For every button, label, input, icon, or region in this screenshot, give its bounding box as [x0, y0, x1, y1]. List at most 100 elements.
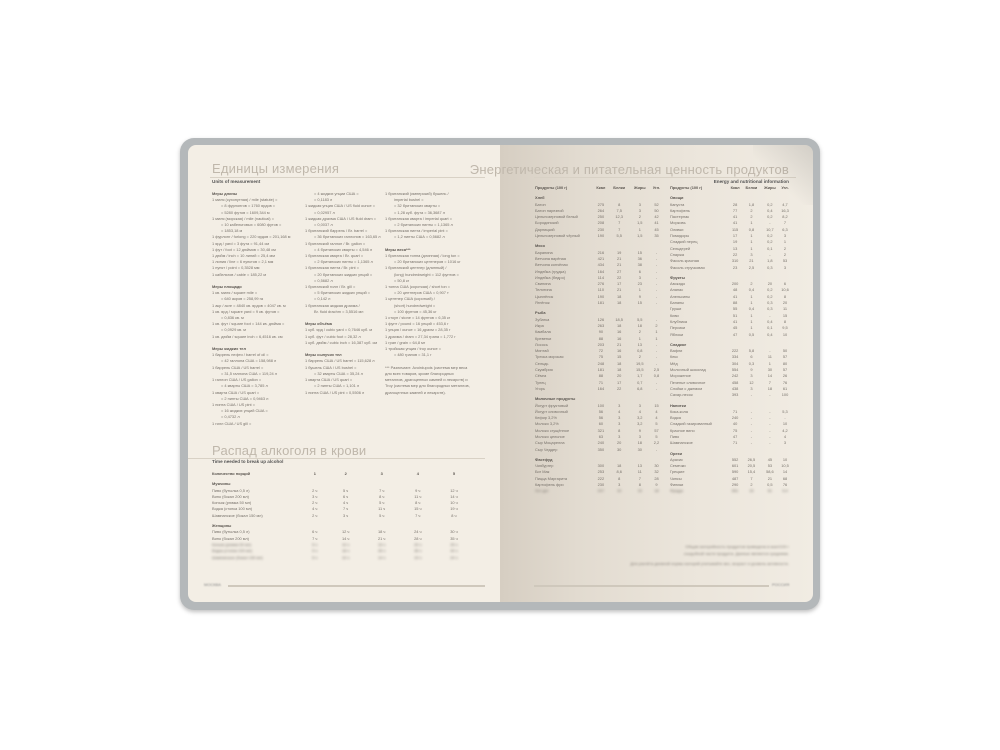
value-cell: - — [655, 446, 658, 452]
value-cell: 16 — [617, 348, 622, 354]
food-row: Батон 275 8 3 52 — [535, 202, 663, 208]
food-name: Камбала — [535, 329, 551, 335]
column-header: 3 — [380, 471, 383, 476]
hours-cell: 7 ч — [415, 512, 421, 518]
value-cell: 1 — [750, 312, 753, 318]
unit-line: 1 кв. фут / square foot = 144 кв. дюйма … — [212, 321, 285, 327]
value-cell: - — [655, 268, 658, 274]
group-row: Мужчины — [212, 477, 472, 487]
value-cell: 3 — [618, 402, 621, 408]
hours-cell: 28 ч — [414, 535, 422, 541]
value-cell: 10,5 — [781, 463, 789, 469]
value-cell: 230 — [597, 226, 605, 232]
unit-line: 1 галлон США / US gallon = — [212, 377, 262, 383]
units-title: Единицы измерения — [212, 161, 340, 176]
column-header: Жиры — [764, 185, 776, 190]
value-cell: 0,3 — [748, 360, 755, 366]
food-name: Бананы — [670, 300, 684, 306]
unit-line: = 1,2 пинты США = 0,5682 л — [394, 234, 445, 240]
value-cell: 11 — [637, 469, 642, 475]
value-cell: 20 — [782, 300, 788, 306]
food-row: Печенье сливочное 458 12 7 76 — [670, 380, 791, 386]
footer-rule — [228, 585, 485, 587]
food-name: Индейка (грудка) — [535, 268, 566, 274]
value-cell: 3 — [618, 482, 621, 488]
value-cell: 1 — [655, 335, 658, 341]
value-cell: 253 — [597, 469, 605, 475]
value-cell: 290 — [731, 482, 739, 488]
value-cell: 0,4 — [767, 331, 773, 337]
unit-line: = 4 жидких унции США = — [314, 191, 359, 196]
food-row: Баранина 216 19 15 - — [535, 250, 663, 256]
drink-cell: Пиво (бутылка 0,5 л) — [212, 487, 250, 493]
value-cell: 1 — [768, 360, 771, 366]
food-row: Сыр Чеддер 350 30 30 - — [535, 447, 663, 453]
food-name: Мороженое — [670, 373, 691, 379]
value-cell: 487 — [731, 475, 739, 481]
value-cell: 18 — [637, 322, 642, 328]
value-cell: - — [769, 415, 771, 421]
value-cell: 1 — [750, 239, 753, 245]
hours-cell: 7 ч — [379, 487, 385, 493]
value-cell: 3 — [783, 440, 787, 446]
food-row: Помидоры 17 1 0,2 3 — [670, 233, 791, 239]
food-name: Ветчина варёная — [535, 255, 566, 261]
value-cell: 15 — [637, 300, 642, 306]
value-cell: 71 — [732, 440, 738, 446]
food-name: Клубника — [670, 318, 688, 324]
value-cell: 304 — [731, 360, 739, 366]
left-page: Единицы измерения Units of measurement М… — [188, 145, 500, 602]
value-cell: 208 — [597, 220, 605, 226]
value-cell: 2 — [750, 214, 753, 220]
value-cell: 57 — [782, 367, 788, 373]
food-name: Треска морская — [535, 354, 564, 360]
value-cell: 2 — [655, 322, 658, 328]
value-cell: 19 — [732, 239, 738, 245]
food-row: Картофель фри 230 3 8 9 — [535, 482, 663, 488]
value-cell: 21 — [617, 287, 622, 293]
food-name: Водка — [670, 415, 681, 421]
value-cell: 2 — [783, 245, 787, 251]
food-row: Цельнозерновой чёрный 190 5,5 1,5 35 — [535, 233, 663, 239]
alcohol-subtitle: Time needed to break up alcohol — [212, 459, 284, 464]
hours-cell: 19 ч — [414, 554, 422, 560]
units-column-1: Меры длины 1 миля (сухопутная) / mile (st… — [212, 191, 290, 427]
unit-line: 1 гилл США / US gill = — [212, 420, 252, 426]
unit-line: 1 кв. дюйм / square inch = 6,4516 кв. см — [212, 333, 283, 339]
unit-line: (long) hundredweight = 112 фунтов = — [394, 271, 459, 277]
unit-line: 1 британская пинта / Br. pint = — [305, 265, 359, 271]
hours-cell: 9 ч — [415, 487, 421, 493]
category-row: Хлеб — [535, 191, 663, 201]
value-cell: - — [750, 392, 753, 398]
column-header: Ккал — [596, 185, 606, 190]
value-cell: 18 — [654, 488, 659, 494]
food-row: Минтай 72 16 0,8 - — [535, 348, 663, 354]
unit-line: = 8 фурлонгов = 1760 ярдов = — [221, 203, 276, 209]
hours-cell: 4 ч — [312, 506, 318, 512]
value-cell: 3 — [750, 373, 753, 379]
value-cell: 15 — [637, 488, 642, 494]
value-cell: 7,5 — [616, 207, 622, 213]
hours-cell: 24 ч — [450, 554, 458, 560]
table-row: Пиво (бутылка 0,5 л) 6 ч 12 ч 18 ч 24 ч 30 ч — [212, 529, 472, 535]
food-row: Ветчина копчёная 434 21 38 - — [535, 262, 663, 268]
value-cell: 48 — [732, 287, 738, 293]
unit-line: 1 баррель нефти / barrel of oil = — [212, 352, 269, 358]
value-cell: 32 — [654, 469, 659, 475]
value-cell: 26 — [782, 373, 788, 379]
value-cell: 45 — [654, 226, 659, 232]
value-cell: 1 — [750, 233, 753, 239]
unit-line: = 0,5682 л — [314, 277, 333, 283]
value-cell: - — [655, 360, 658, 366]
food-row: Ягнёнок 181 18 15 - — [535, 300, 663, 306]
value-cell: 17 — [617, 281, 622, 287]
food-name: Авокадо — [670, 281, 686, 287]
value-cell: 15,4 — [747, 469, 756, 475]
food-name: Скумбрия — [535, 367, 553, 373]
value-cell: 590 — [731, 469, 739, 475]
value-cell: 20,5 — [747, 463, 756, 469]
value-cell: 8 — [783, 293, 787, 299]
value-cell: 21 — [767, 475, 773, 481]
unit-line: = 0,836 кв. м — [221, 315, 244, 321]
food-row: Молоко 3,2% 60 3 3,2 5 — [535, 421, 663, 427]
